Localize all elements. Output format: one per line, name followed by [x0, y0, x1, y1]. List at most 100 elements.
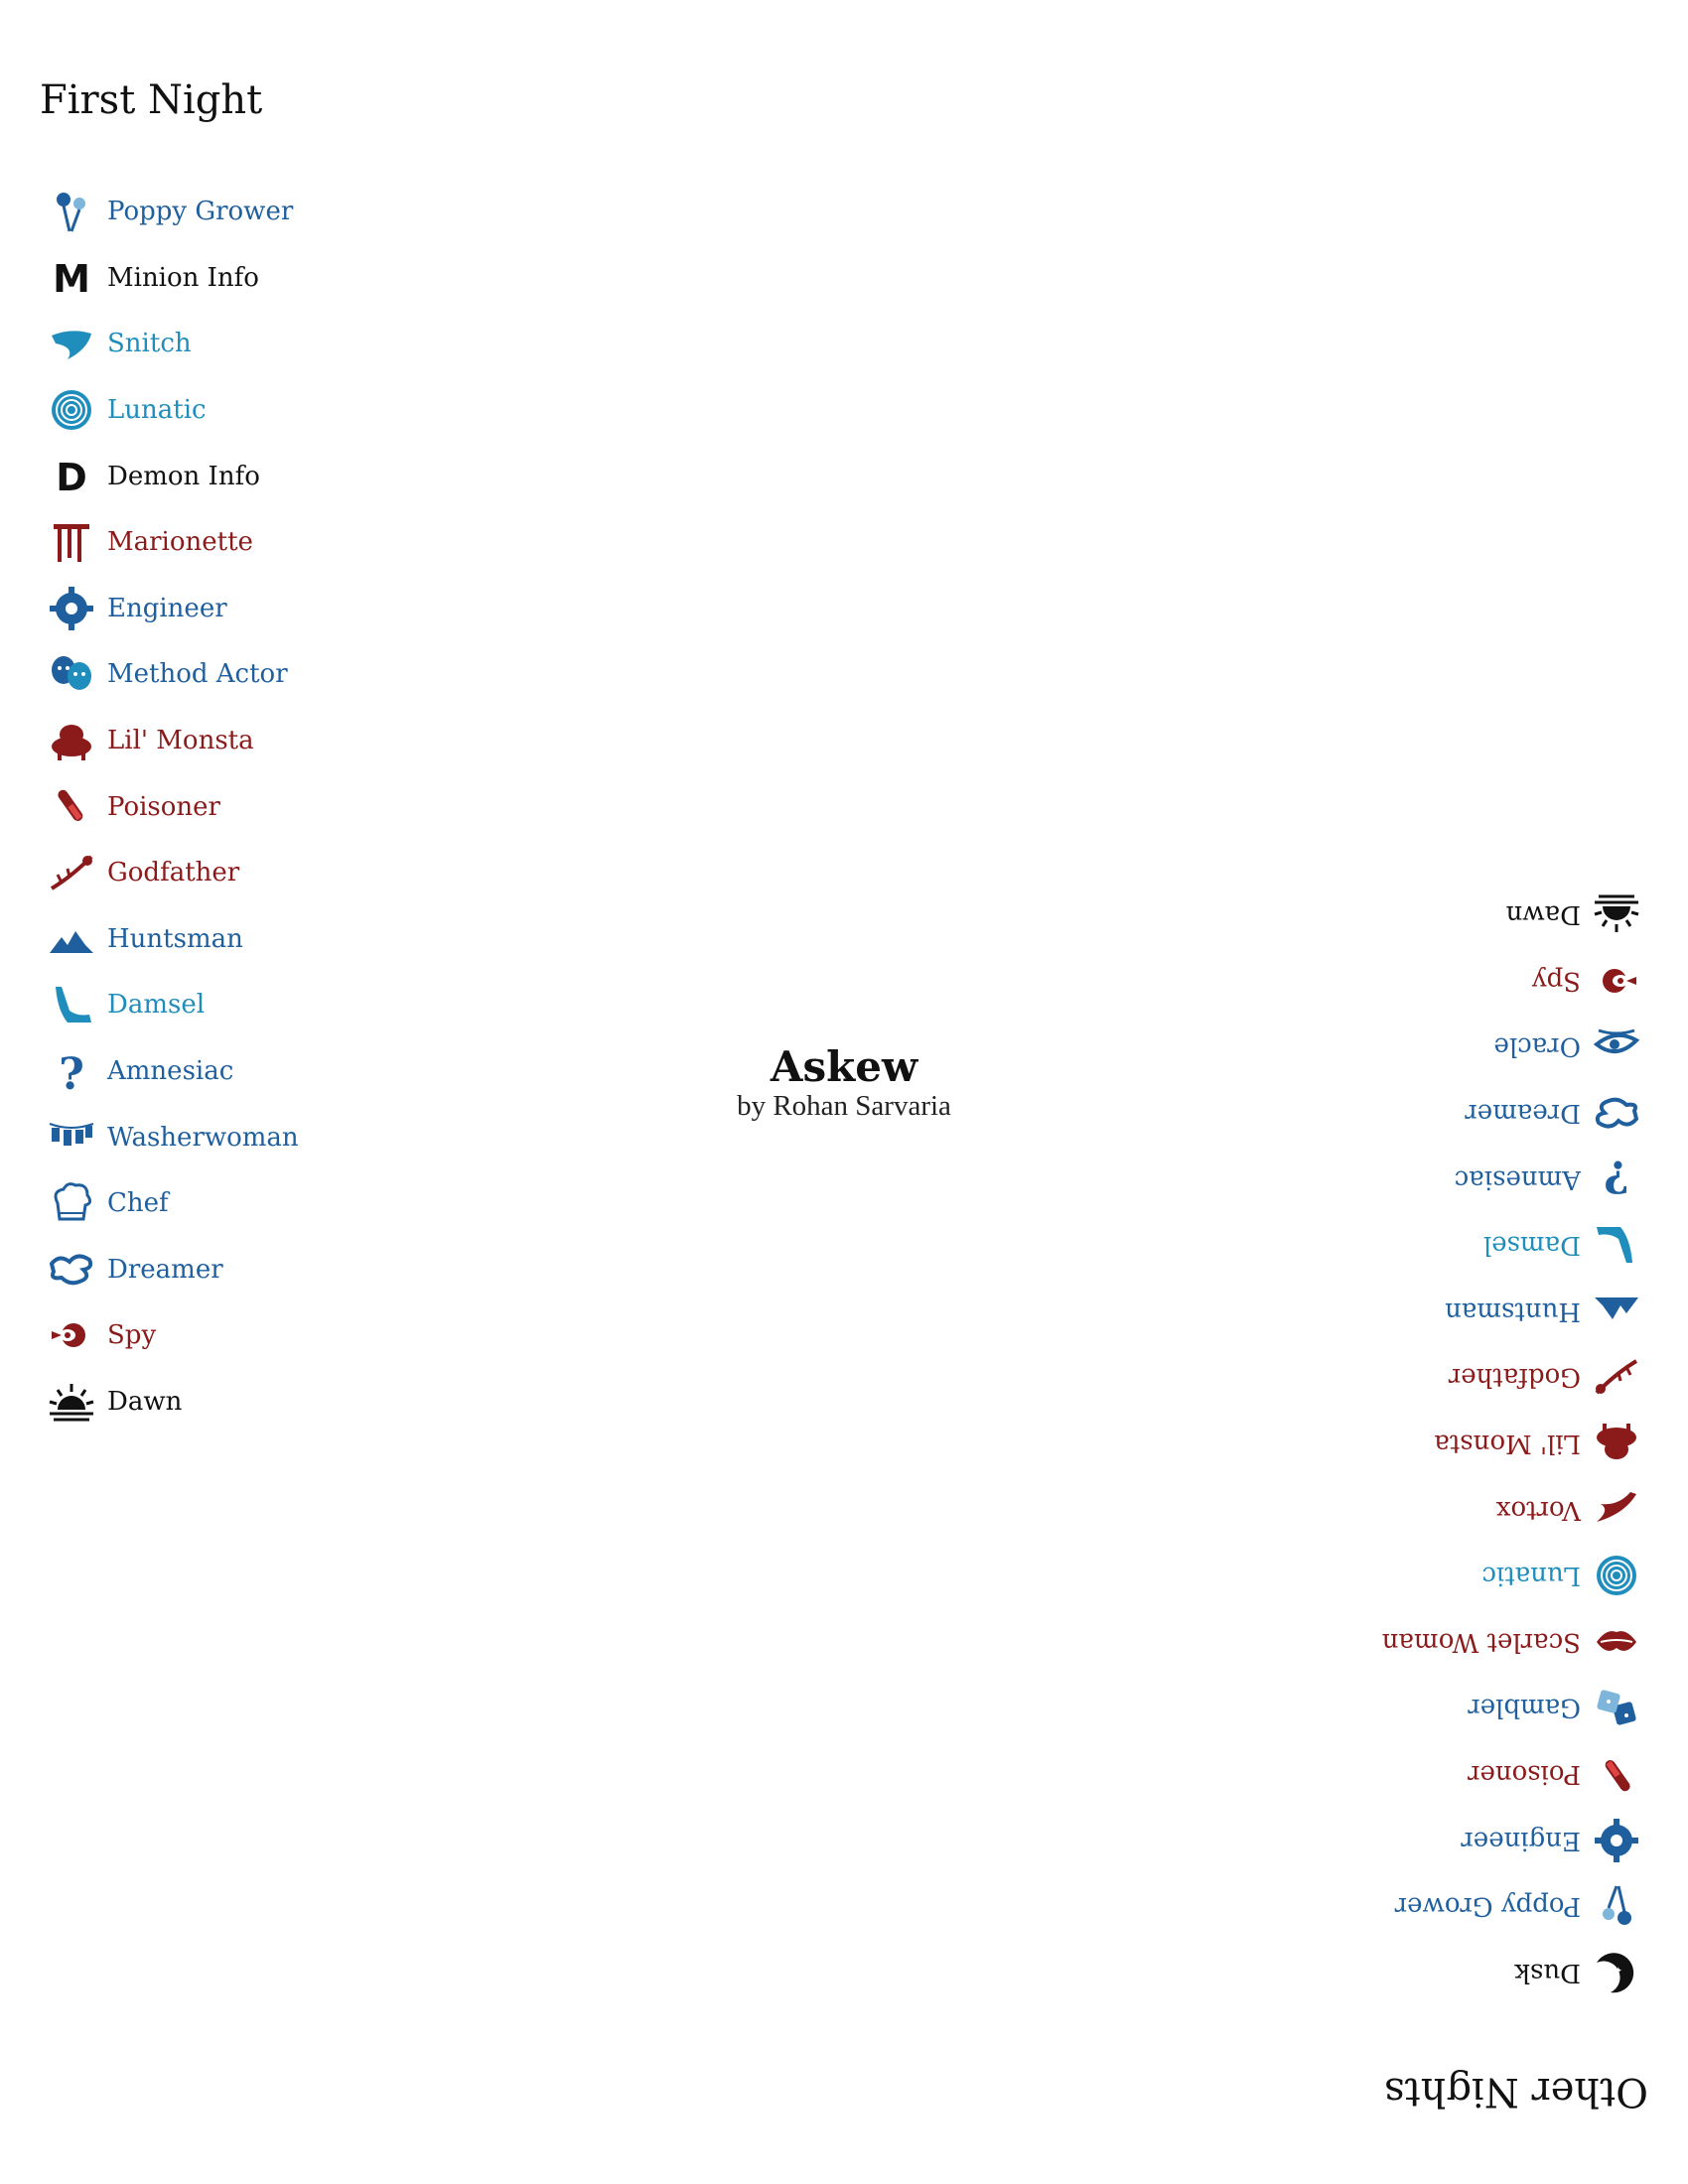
night-order-label: Vortox: [1495, 1494, 1581, 1525]
first-night-item-damsel: Damsel: [48, 972, 299, 1038]
night-order-label: Godfather: [1448, 1362, 1581, 1393]
other-nights-item-poppy-grower: Poppy Grower: [1382, 1873, 1640, 1940]
chef-icon: [48, 1179, 95, 1227]
first-night-title: First Night: [40, 77, 263, 123]
night-order-label: Method Actor: [107, 659, 288, 690]
night-order-label: Dreamer: [1465, 1097, 1581, 1128]
dawn-icon: [48, 1378, 95, 1426]
first-night-item-amnesiac: ? Amnesiac: [48, 1038, 299, 1105]
night-order-label: Dusk: [1514, 1957, 1581, 1987]
night-order-label: Dawn: [107, 1386, 183, 1417]
other-nights-item-damsel: Damsel: [1382, 1212, 1640, 1279]
night-order-label: Oracle: [1493, 1031, 1581, 1062]
dreamer-icon: [1593, 1089, 1640, 1137]
night-order-label: Damsel: [107, 990, 206, 1021]
night-order-label: Marionette: [107, 527, 253, 558]
night-order-label: Poppy Grower: [1394, 1891, 1581, 1922]
first-night-item-chef: Chef: [48, 1170, 299, 1237]
washerwoman-icon: [48, 1114, 95, 1161]
night-order-label: Gambler: [1468, 1693, 1581, 1723]
night-order-label: Huntsman: [1445, 1296, 1581, 1326]
first-night-item-spy: Spy: [48, 1302, 299, 1369]
engineer-icon: [1593, 1817, 1640, 1864]
godfather-icon: [1593, 1353, 1640, 1401]
night-order-label: Lil' Monsta: [107, 726, 254, 756]
marionette-icon: [48, 518, 95, 566]
night-order-label: Poisoner: [1468, 1758, 1581, 1789]
svg-text:?: ?: [59, 1049, 84, 1095]
night-order-label: Engineer: [1461, 1825, 1581, 1855]
svg-text:D: D: [56, 456, 87, 499]
dreamer-icon: [48, 1246, 95, 1294]
damsel-icon: [48, 981, 95, 1028]
lunatic-icon: [1593, 1552, 1640, 1599]
other-nights-title: Other Nights: [1384, 2069, 1648, 2115]
amnesiac-icon: ?: [1593, 1156, 1640, 1203]
other-nights-item-poisoner: Poisoner: [1382, 1741, 1640, 1808]
other-nights-item-spy: Spy: [1382, 948, 1640, 1015]
other-nights-item-lil-monsta: Lil' Monsta: [1382, 1411, 1640, 1477]
scarlet-woman-icon: [1593, 1618, 1640, 1666]
night-order-label: Washerwoman: [107, 1122, 299, 1153]
dusk-icon: ✦: [1593, 1949, 1640, 1996]
other-nights-item-scarlet-woman: Scarlet Woman: [1382, 1608, 1640, 1675]
night-order-label: Poppy Grower: [107, 197, 294, 227]
other-nights-item-vortox: Vortox: [1382, 1476, 1640, 1543]
first-night-item-method-actor: Method Actor: [48, 641, 299, 708]
night-order-label: Lil' Monsta: [1434, 1428, 1581, 1458]
other-nights-item-lunatic: Lunatic: [1382, 1543, 1640, 1609]
poppy-grower-icon: [48, 188, 95, 235]
lil-monsta-icon: [48, 717, 95, 764]
first-night-item-dreamer: Dreamer: [48, 1237, 299, 1303]
huntsman-icon: [1593, 1288, 1640, 1335]
night-order-label: Snitch: [107, 329, 192, 359]
first-night-item-minion-info: M Minion Info: [48, 245, 299, 312]
first-night-item-poppy-grower: Poppy Grower: [48, 179, 299, 245]
night-order-label: Minion Info: [107, 262, 259, 293]
other-nights-item-dawn: Dawn: [1382, 882, 1640, 948]
engineer-icon: [48, 585, 95, 632]
script-header: Askew by Rohan Sarvaria: [645, 1042, 1043, 1123]
other-nights-section: Other Nights ✦ Dusk Poppy Grower Engineer Po…: [1152, 874, 1648, 2115]
svg-text:?: ?: [1604, 1156, 1629, 1201]
other-nights-item-oracle: Oracle: [1382, 1014, 1640, 1080]
other-nights-item-huntsman: Huntsman: [1382, 1278, 1640, 1344]
night-order-label: Dawn: [1505, 899, 1581, 930]
night-order-label: Scarlet Woman: [1381, 1626, 1581, 1657]
night-order-label: Demon Info: [107, 461, 260, 491]
first-night-list: Poppy Grower M Minion Info Snitch Lunatic D De…: [48, 179, 299, 1434]
night-order-label: Spy: [1531, 965, 1581, 996]
first-night-item-engineer: Engineer: [48, 576, 299, 642]
vortox-icon: [1593, 1486, 1640, 1534]
other-nights-item-engineer: Engineer: [1382, 1807, 1640, 1873]
night-order-label: Lunatic: [107, 395, 207, 426]
first-night-item-snitch: Snitch: [48, 311, 299, 377]
huntsman-icon: [48, 915, 95, 963]
first-night-item-lil-monsta: Lil' Monsta: [48, 708, 299, 774]
script-title: Askew: [770, 1042, 918, 1091]
first-night-item-marionette: Marionette: [48, 509, 299, 576]
other-nights-item-gambler: Gambler: [1382, 1675, 1640, 1741]
amnesiac-icon: ?: [48, 1047, 95, 1095]
method-actor-icon: [48, 650, 95, 698]
spy-icon: [1593, 957, 1640, 1005]
oracle-icon: [1593, 1023, 1640, 1070]
damsel-icon: [1593, 1221, 1640, 1269]
svg-text:✦: ✦: [1615, 1964, 1622, 1975]
night-order-label: Dreamer: [107, 1254, 223, 1285]
other-nights-item-amnesiac: ? Amnesiac: [1382, 1146, 1640, 1212]
dawn-icon: [1593, 890, 1640, 938]
night-order-label: Amnesiac: [1454, 1163, 1581, 1194]
night-order-label: Engineer: [107, 593, 227, 623]
first-night-item-lunatic: Lunatic: [48, 377, 299, 444]
spy-icon: [48, 1311, 95, 1359]
night-order-label: Damsel: [1482, 1230, 1581, 1261]
first-night-item-dawn: Dawn: [48, 1369, 299, 1435]
snitch-icon: [48, 320, 95, 367]
first-night-item-godfather: Godfather: [48, 840, 299, 906]
first-night-item-huntsman: Huntsman: [48, 906, 299, 973]
other-nights-item-godfather: Godfather: [1382, 1344, 1640, 1411]
script-author: by Rohan Sarvaria: [737, 1090, 951, 1122]
poisoner-icon: [48, 783, 95, 831]
other-nights-item-dusk: ✦ Dusk: [1382, 1939, 1640, 2005]
